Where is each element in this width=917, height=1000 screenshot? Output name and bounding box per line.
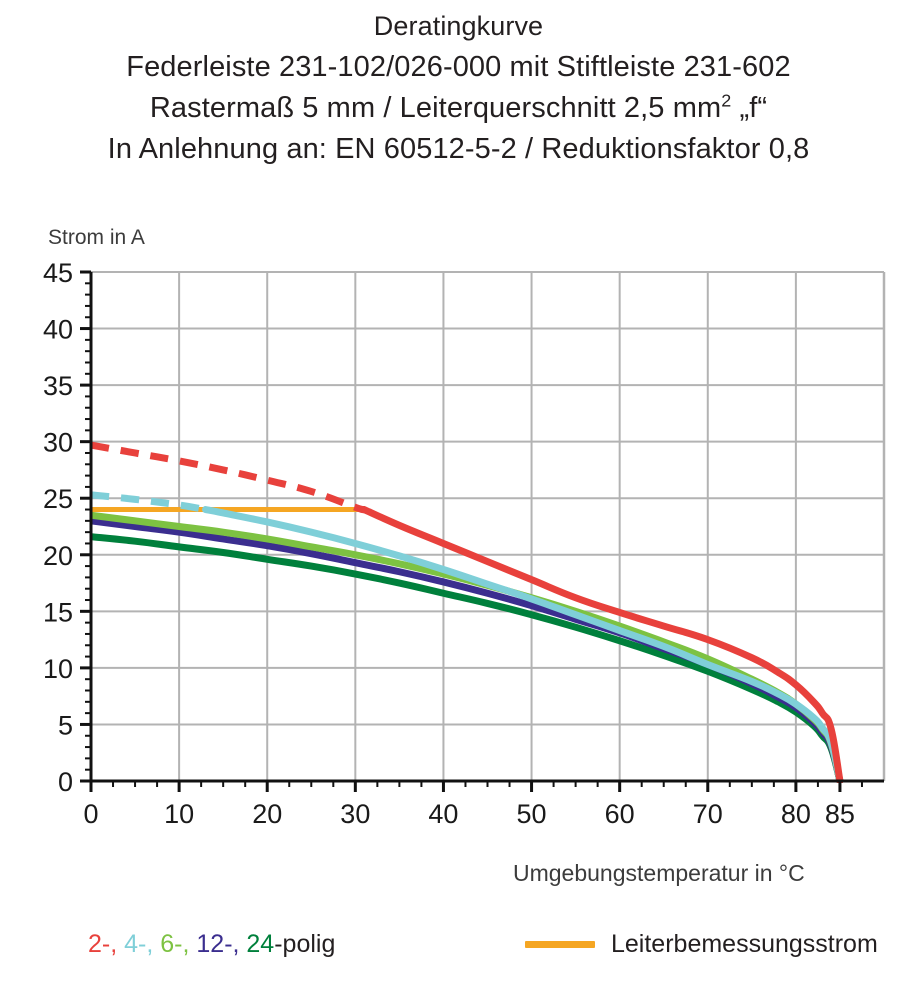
x-tick-label: 80 xyxy=(781,799,811,829)
legend-separator: -, xyxy=(138,930,161,958)
axis-ticks: 0 5 10 15 20 25 30 35 40 45 0 10 20 30 40 50 60 70 80 85 xyxy=(43,258,863,829)
legend-rated-current-label: Leiterbemessungsstrom xyxy=(611,930,878,958)
legend-pole-2: 2 xyxy=(88,930,102,958)
y-tick-label: 5 xyxy=(58,710,73,740)
x-tick-label: 40 xyxy=(428,799,458,829)
legend-separator: -, xyxy=(174,930,197,958)
x-tick-label: 85 xyxy=(825,799,855,829)
title-line-1: Deratingkurve xyxy=(373,11,544,41)
title-line-4: In Anlehnung an: EN 60512-5-2 / Reduktio… xyxy=(107,133,810,165)
y-tick-label: 25 xyxy=(43,484,73,514)
title-line-3: Rastermaß 5 mm / Leiterquerschnitt 2,5 m… xyxy=(0,88,917,129)
x-axis-title: Umgebungstemperatur in °C xyxy=(513,860,805,886)
y-tick-label: 35 xyxy=(43,371,73,401)
y-tick-label: 0 xyxy=(58,767,73,797)
legend-rated-current: Leiterbemessungsstrom xyxy=(525,930,878,959)
x-tick-label: 60 xyxy=(605,799,635,829)
legend-pole-6: 6 xyxy=(160,930,175,958)
x-tick-label: 30 xyxy=(340,799,370,829)
curve-2-polig-solid xyxy=(360,506,844,783)
chart-title-block: Deratingkurve Federleiste 231-102/026-00… xyxy=(0,6,917,170)
x-tick-label: 50 xyxy=(517,799,547,829)
chart-legend: 2-, 4-, 6-, 12-, 24-polig Leiterbemessun… xyxy=(0,930,917,990)
y-tick-label: 30 xyxy=(43,428,73,458)
y-tick-label: 15 xyxy=(43,597,73,627)
y-tick-label: 20 xyxy=(43,541,73,571)
legend-separator: -, xyxy=(224,930,247,958)
title-line-3-pre: Rastermaß 5 mm / Leiterquerschnitt 2,5 m… xyxy=(149,92,722,124)
grid-lines xyxy=(91,271,886,781)
legend-pole-24: 24 xyxy=(246,930,275,958)
y-tick-label: 45 xyxy=(43,258,73,288)
x-tick-label: 10 xyxy=(164,799,194,829)
legend-pole-12: 12 xyxy=(196,930,225,958)
curve-4-polig-dashed xyxy=(91,491,207,513)
legend-separator: -, xyxy=(101,930,125,958)
curve-4-polig-solid xyxy=(202,506,844,783)
x-tick-label: 70 xyxy=(693,799,723,829)
title-line-2: Federleiste 231-102/026-000 mit Stiftlei… xyxy=(126,51,791,83)
legend-poles: 2-, 4-, 6-, 12-, 24-polig xyxy=(88,930,335,959)
legend-pole-4: 4 xyxy=(124,930,139,958)
curve-group xyxy=(91,441,844,783)
legend-poles-suffix: -polig xyxy=(274,930,336,958)
x-tick-label: 20 xyxy=(252,799,282,829)
title-line-3-superscript: 2 xyxy=(721,90,732,111)
curve-2-polig-dashed xyxy=(91,441,368,514)
legend-line-swatch-icon xyxy=(525,941,595,948)
title-line-3-post: „f“ xyxy=(731,92,768,124)
x-tick-label: 0 xyxy=(83,799,98,829)
y-tick-label: 10 xyxy=(43,654,73,684)
y-axis-title: Strom in A xyxy=(48,226,145,249)
axes xyxy=(89,272,884,783)
y-tick-label: 40 xyxy=(43,315,73,345)
